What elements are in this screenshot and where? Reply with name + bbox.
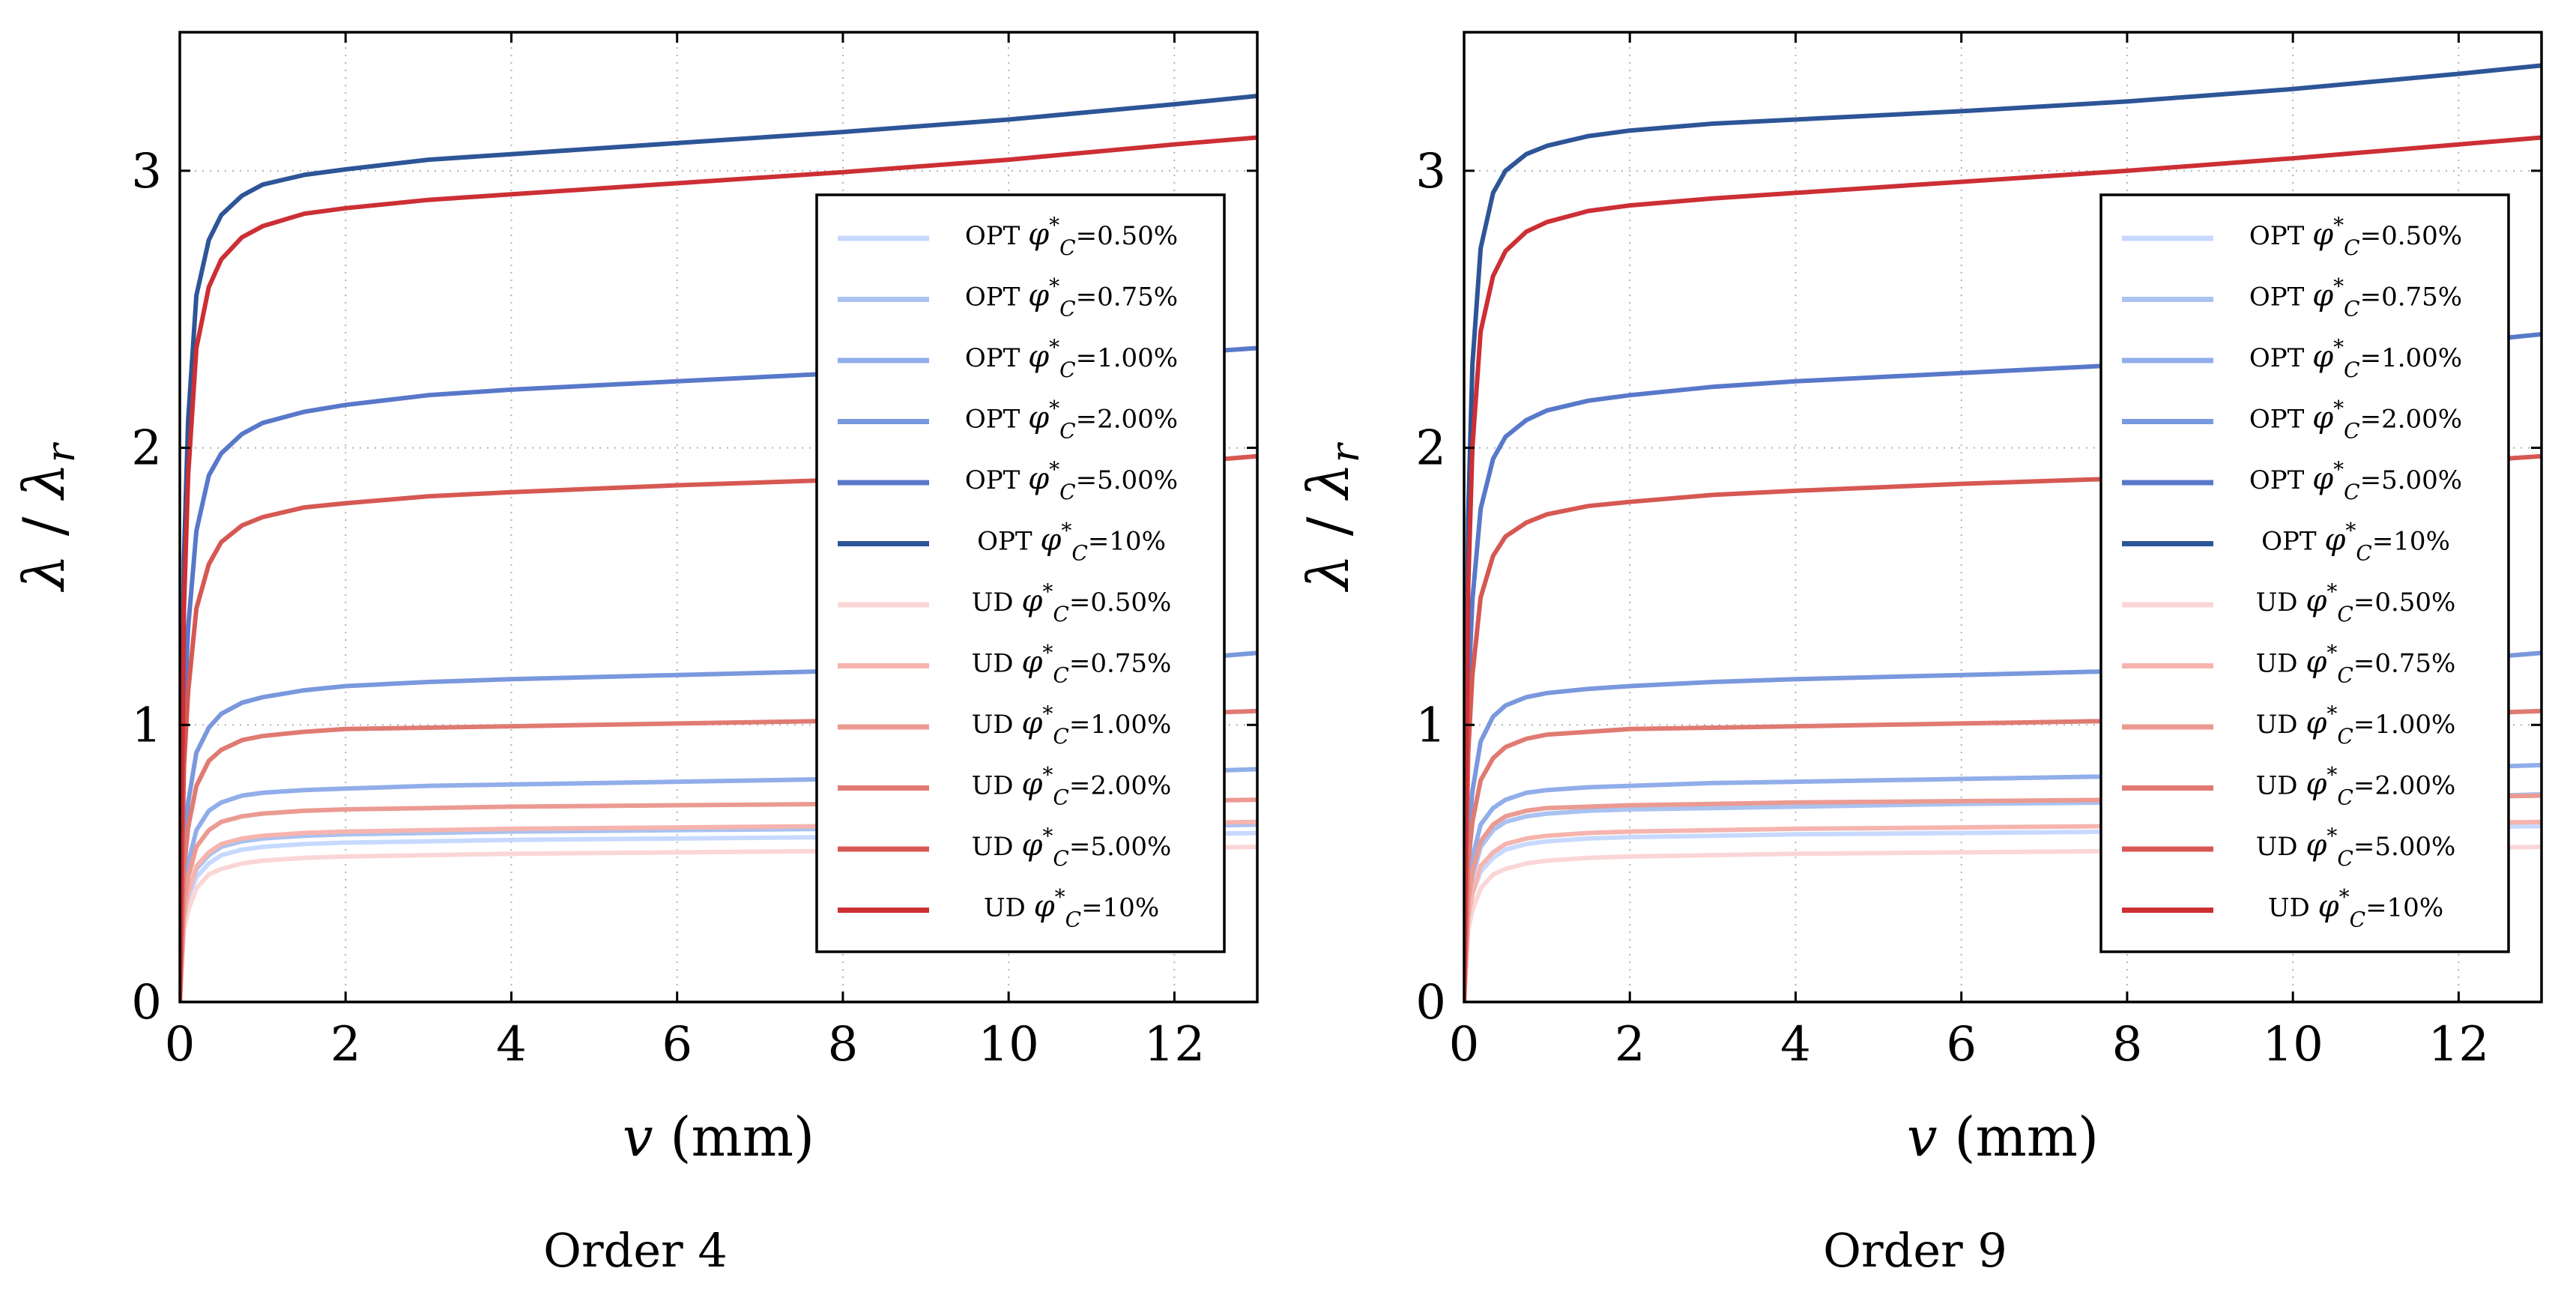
legend-entry-label: UD φ*C=10% <box>2268 885 2443 932</box>
series-line-ud-10pct <box>1464 135 2542 1002</box>
legend-entry-label: UD φ*C=2.00% <box>2256 763 2456 810</box>
legend-entry-label: UD φ*C=0.75% <box>972 641 1172 688</box>
axes-frame <box>1463 31 2543 1003</box>
legend-entry-label: OPT φ*C=10% <box>977 519 1166 566</box>
y-tick-label: 1 <box>1415 698 1446 753</box>
series-line-opt-10pct <box>1464 63 2542 1002</box>
y-tick-label: 0 <box>1415 975 1446 1030</box>
legend-entry-label: UD φ*C=0.75% <box>2256 641 2456 688</box>
x-axis-label: v (mm) <box>1907 1105 2099 1168</box>
legend-entry-label: OPT φ*C=2.00% <box>965 396 1178 444</box>
legend-entry-label: OPT φ*C=0.75% <box>965 274 1178 322</box>
y-axis-label: λ / λr <box>1295 441 1368 592</box>
x-tick-label: 12 <box>1144 1017 1205 1072</box>
legend-entry-label: UD φ*C=10% <box>984 885 1159 932</box>
legend-entry-label: OPT φ*C=1.00% <box>965 335 1178 382</box>
legend-entry-label: UD φ*C=5.00% <box>972 824 1172 871</box>
legend-box <box>815 193 1226 953</box>
legend-entry-label: UD φ*C=1.00% <box>2256 701 2456 749</box>
y-tick-label: 0 <box>131 975 162 1030</box>
legend-entry-label: OPT φ*C=5.00% <box>965 457 1178 504</box>
x-tick-label: 10 <box>2262 1017 2323 1072</box>
series-line-ud-10pct <box>180 135 1257 1002</box>
series-line-opt-10pct <box>180 94 1257 1002</box>
caption-order-4: Order 4 <box>543 1223 728 1278</box>
y-tick-label: 2 <box>1415 421 1446 477</box>
y-tick-label: 3 <box>1415 144 1446 199</box>
legend-entry-label: OPT φ*C=0.75% <box>2249 274 2462 322</box>
x-tick-label: 2 <box>1615 1017 1645 1072</box>
x-tick-label: 10 <box>978 1017 1038 1072</box>
legend: OPT φ*C=0.50% OPT φ*C=0.75% OPT φ*C=1.00% O… <box>815 193 1226 953</box>
legend-entry-label: OPT φ*C=2.00% <box>2249 396 2462 444</box>
y-tick-label: 3 <box>131 144 162 199</box>
x-tick-label: 2 <box>330 1017 361 1072</box>
y-axis-label: λ / λr <box>10 441 84 592</box>
x-tick-label: 8 <box>828 1017 859 1072</box>
legend-entry-label: UD φ*C=5.00% <box>2256 824 2456 871</box>
x-tick-label: 6 <box>1946 1017 1977 1072</box>
y-tick-label: 2 <box>131 421 162 477</box>
x-tick-label: 4 <box>496 1017 527 1072</box>
x-axis-label: v (mm) <box>623 1105 814 1168</box>
legend-entry-label: OPT φ*C=0.50% <box>965 213 1178 260</box>
x-tick-label: 0 <box>1449 1017 1480 1072</box>
legend-entry-label: OPT φ*C=10% <box>2261 519 2450 566</box>
y-tick-label: 1 <box>131 698 162 753</box>
legend-entry-label: OPT φ*C=5.00% <box>2249 457 2462 504</box>
legend-entry-label: OPT φ*C=0.50% <box>2249 213 2462 260</box>
axes-frame <box>178 31 1259 1003</box>
legend-entry-label: UD φ*C=1.00% <box>972 701 1172 749</box>
x-tick-label: 8 <box>2112 1017 2143 1072</box>
legend-entry-label: OPT φ*C=1.00% <box>2249 335 2462 382</box>
legend-entry-label: UD φ*C=0.50% <box>972 579 1172 627</box>
caption-order-9: Order 9 <box>1823 1223 2007 1278</box>
legend-box <box>2099 193 2510 953</box>
x-tick-label: 0 <box>165 1017 196 1072</box>
x-tick-label: 6 <box>662 1017 692 1072</box>
legend-entry-label: UD φ*C=2.00% <box>972 763 1172 810</box>
legend-entry-label: UD φ*C=0.50% <box>2256 579 2456 627</box>
legend: OPT φ*C=0.50% OPT φ*C=0.75% OPT φ*C=1.00% O… <box>2099 193 2510 953</box>
x-tick-label: 4 <box>1780 1017 1811 1072</box>
x-tick-label: 12 <box>2428 1017 2489 1072</box>
